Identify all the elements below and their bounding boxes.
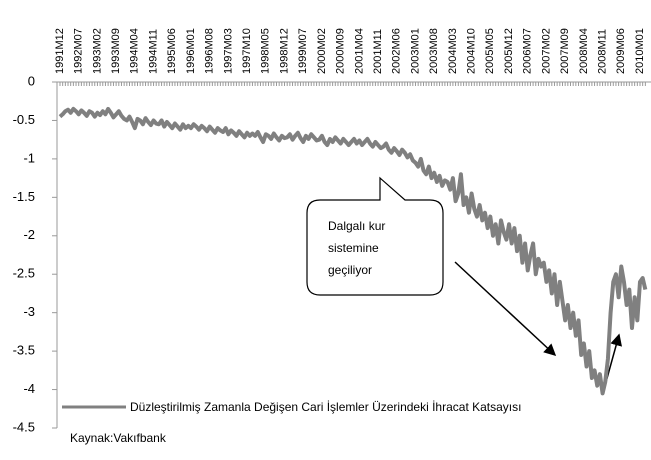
y-tick-label: -4 [23,381,35,396]
x-tick-label: 2001M04 [353,28,365,74]
x-tick-label: 1993M09 [110,28,122,74]
callout [306,176,444,296]
x-tick-label: 2003M08 [428,28,440,74]
annotation-line: Dalgalı kur [328,219,385,233]
x-tick-label: 2008M04 [578,28,590,74]
x-tick-label: 1993M02 [91,28,103,74]
x-tick-label: 1996M08 [204,28,216,74]
x-tick-label: 2000M09 [335,28,347,74]
x-tick-label: 2004M10 [466,28,478,74]
y-tick-label: -1 [23,150,35,165]
x-tick-label: 2004M03 [447,28,459,74]
annotation-line: sistemine [328,241,379,255]
source: Kaynak:Vakıfbank [70,431,167,445]
x-tick-label: 1994M04 [129,28,141,74]
arrow [605,333,622,383]
x-tick-label: 1991M12 [54,28,66,74]
x-tick-label: 2008M11 [596,29,608,74]
x-tick-label: 1995M06 [166,28,178,74]
x-tick-label: 1999M07 [297,28,309,74]
x-tick-label: 2005M12 [503,28,515,74]
legend-label: Düzleştirilmiş Zamanla Değişen Cari İşle… [130,400,521,414]
y-tick-label: 0 [28,73,35,88]
y-tick-label: -3.5 [13,343,35,358]
x-tick-label: 2005M05 [484,28,496,74]
y-tick-label: -1.5 [13,189,35,204]
x-tick-label: 1994M11 [147,29,159,74]
x-tick-label: 2003M01 [409,28,421,74]
x-tick-label: 2006M07 [522,28,534,74]
y-tick-label: -2 [23,227,35,242]
x-tick-label: 1996M01 [185,28,197,74]
x-tick-label: 2000M02 [316,28,328,74]
x-tick-label: 1997M03 [222,28,234,74]
x-tick-label: 2002M06 [391,28,403,74]
arrow [454,261,557,357]
x-tick-label: 2007M09 [559,28,571,74]
y-tick-label: -3 [23,304,35,319]
data-line [58,106,648,396]
annotation-line: geçiliyor [328,263,372,277]
x-tick-label: 1998M12 [278,28,290,74]
y-tick-label: -0.5 [13,112,35,127]
y-tick-label: -2.5 [13,266,35,281]
x-tick-label: 1998M05 [260,28,272,74]
x-tick-label: 2010M01 [634,28,646,74]
x-tick-label: 2001M11 [372,29,384,74]
x-tick-label: 2009M06 [615,28,627,74]
x-tick-label: 1997M10 [241,28,253,74]
x-tick-label: 1992M07 [73,28,85,74]
y-tick-label: -4.5 [13,419,35,434]
x-tick-label: 2007M02 [540,28,552,74]
